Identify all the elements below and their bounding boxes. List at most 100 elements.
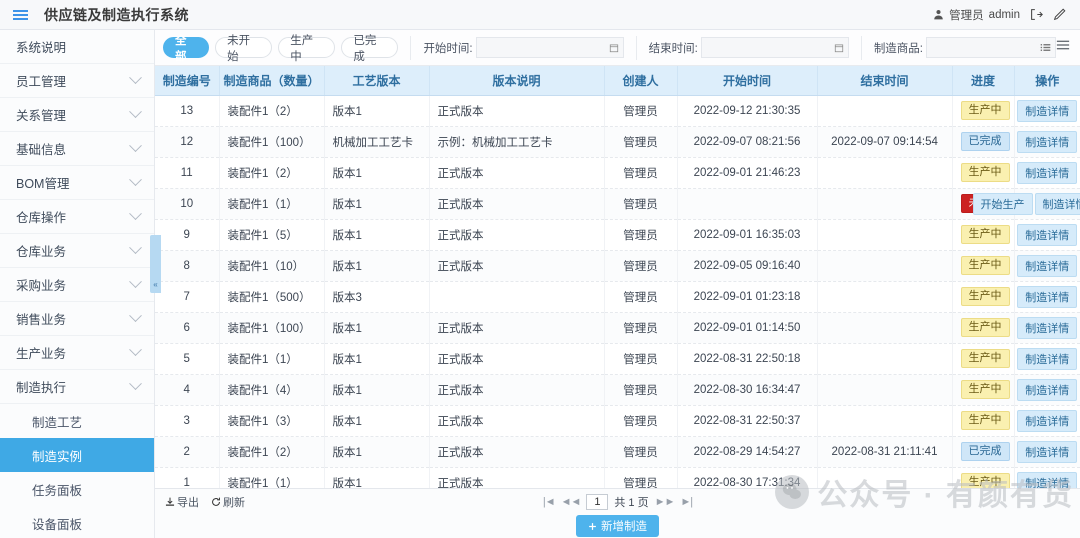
cell-product: 装配件1（2） [219, 157, 325, 189]
prev-page-icon[interactable]: ◄◄ [560, 495, 582, 508]
sidebar-collapse-handle[interactable]: « [150, 235, 161, 293]
action-button-0[interactable]: 开始生产 [972, 192, 1033, 215]
cell-end [817, 312, 953, 344]
column-header-8[interactable]: 操作 [1014, 66, 1080, 96]
first-page-icon[interactable]: |◄ [542, 495, 556, 508]
table-container[interactable]: 制造编号 制造商品（数量） 工艺版本 版本说明 创建人 开始时间 结束时间 进度 操作 13 装配… [155, 66, 1080, 524]
last-page-icon[interactable]: ►| [680, 495, 693, 508]
user-name: admin [988, 8, 1020, 21]
product-input[interactable] [926, 37, 1057, 58]
cell-actions: 制造详情 [1014, 374, 1080, 406]
start-time-input[interactable] [475, 37, 624, 58]
table-row[interactable]: 6 装配件1（100） 版本1 正式版本 管理员 2022-09-01 01:14:50 生… [155, 312, 1080, 344]
table-row[interactable]: 11 装配件1（2） 版本1 正式版本 管理员 2022-09-01 21:46:23 生产… [155, 157, 1080, 189]
sidebar-item-label: 员工管理 [16, 75, 67, 89]
action-button-0[interactable]: 制造详情 [1017, 223, 1078, 246]
action-button-0[interactable]: 制造详情 [1017, 440, 1078, 463]
status-filter-3[interactable]: 已完成 [341, 35, 399, 63]
status-badge: 生产中 [960, 256, 1010, 275]
column-header-4[interactable]: 创建人 [604, 66, 678, 96]
end-time-input[interactable] [700, 37, 849, 58]
column-header-3[interactable]: 版本说明 [429, 66, 605, 96]
cell-start: 2022-08-29 14:54:27 [677, 436, 818, 468]
cell-product: 装配件1（1） [219, 343, 325, 375]
export-button[interactable]: 导出 [165, 494, 199, 510]
sidebar-item-6[interactable]: 仓库业务 [0, 234, 154, 268]
refresh-button[interactable]: 刷新 [211, 494, 245, 510]
table-row[interactable]: 5 装配件1（1） 版本1 正式版本 管理员 2022-08-31 22:50:18 生产中… [155, 343, 1080, 375]
column-header-6[interactable]: 结束时间 [817, 66, 953, 96]
cell-process: 版本1 [324, 343, 430, 375]
cell-start: 2022-09-01 01:23:18 [677, 281, 818, 313]
calendar-icon[interactable] [609, 43, 619, 53]
table-row[interactable]: 7 装配件1（500） 版本3 管理员 2022-09-01 01:23:18 生产中 制造… [155, 281, 1080, 313]
action-button-0[interactable]: 制造详情 [1017, 161, 1078, 184]
action-button-0[interactable]: 制造详情 [1017, 409, 1078, 432]
page-number-input[interactable]: 1 [586, 493, 609, 510]
product-label: 制造商品: [873, 42, 924, 55]
column-header-2[interactable]: 工艺版本 [324, 66, 430, 96]
column-header-0[interactable]: 制造编号 [155, 66, 220, 96]
column-settings-icon[interactable] [1056, 38, 1080, 57]
pencil-icon[interactable] [1053, 8, 1066, 21]
main-content: 全部 未开始 生产中 已完成 开始时间: 结束时间: [155, 30, 1080, 538]
sidebar-item-12[interactable]: 制造实例 [0, 438, 154, 472]
table-row[interactable]: 2 装配件1（2） 版本1 正式版本 管理员 2022-08-29 14:54:27 202… [155, 436, 1080, 468]
action-button-0[interactable]: 制造详情 [1017, 316, 1078, 339]
sidebar-item-5[interactable]: 仓库操作 [0, 200, 154, 234]
cell-actions: 制造详情 [1014, 219, 1080, 251]
refresh-icon [211, 497, 221, 507]
status-filter-1[interactable]: 未开始 [215, 35, 273, 63]
sidebar-item-10[interactable]: 制造执行 [0, 370, 154, 404]
table-row[interactable]: 3 装配件1（3） 版本1 正式版本 管理员 2022-08-31 22:50:37 生产中… [155, 405, 1080, 437]
status-badge: 生产中 [960, 380, 1010, 399]
user-info[interactable]: 管理员 admin [933, 7, 1020, 23]
sidebar-item-label: 仓库业务 [16, 245, 67, 259]
sidebar-item-1[interactable]: 员工管理 [0, 64, 154, 98]
cell-creator: 管理员 [604, 157, 678, 189]
cell-status: 生产中 [952, 95, 1015, 127]
logout-icon[interactable] [1030, 8, 1043, 21]
column-header-5[interactable]: 开始时间 [677, 66, 818, 96]
sidebar-item-7[interactable]: 采购业务 [0, 268, 154, 302]
sidebar-item-9[interactable]: 生产业务 [0, 336, 154, 370]
sidebar-item-8[interactable]: 销售业务 [0, 302, 154, 336]
action-button-0[interactable]: 制造详情 [1017, 347, 1078, 370]
table-row[interactable]: 13 装配件1（2） 版本1 正式版本 管理员 2022-09-12 21:30:35 生产… [155, 95, 1080, 127]
cell-id: 5 [155, 343, 220, 375]
action-button-0[interactable]: 制造详情 [1017, 378, 1078, 401]
sidebar-item-4[interactable]: BOM管理 [0, 166, 154, 200]
bottom-action-row: 新增制造 [155, 514, 1080, 538]
action-button-0[interactable]: 制造详情 [1017, 99, 1078, 122]
table-row[interactable]: 4 装配件1（4） 版本1 正式版本 管理员 2022-08-30 16:34:47 生产中… [155, 374, 1080, 406]
table-row[interactable]: 8 装配件1（10） 版本1 正式版本 管理员 2022-09-05 09:16:40 生产… [155, 250, 1080, 282]
column-header-7[interactable]: 进度 [952, 66, 1015, 96]
action-button-1[interactable]: 制造详情 [1034, 192, 1080, 215]
action-button-0[interactable]: 制造详情 [1017, 254, 1078, 277]
next-page-icon[interactable]: ►► [654, 495, 676, 508]
sidebar-item-11[interactable]: 制造工艺 [0, 404, 154, 438]
action-button-0[interactable]: 制造详情 [1017, 130, 1078, 153]
sidebar-item-label: 关系管理 [16, 109, 67, 123]
chevron-down-icon [129, 275, 142, 289]
add-manufacture-button[interactable]: 新增制造 [576, 515, 659, 537]
list-icon[interactable] [1040, 42, 1051, 53]
hamburger-icon[interactable] [0, 0, 40, 30]
calendar-icon[interactable] [834, 43, 844, 53]
action-button-0[interactable]: 制造详情 [1017, 285, 1078, 308]
sidebar-item-13[interactable]: 任务面板 [0, 472, 154, 506]
cell-id: 6 [155, 312, 220, 344]
table-row[interactable]: 9 装配件1（5） 版本1 正式版本 管理员 2022-09-01 16:35:03 生产中… [155, 219, 1080, 251]
cell-desc: 正式版本 [429, 219, 605, 251]
cell-creator: 管理员 [604, 126, 678, 158]
status-filter-2[interactable]: 生产中 [278, 35, 336, 63]
cell-product: 装配件1（100） [219, 312, 325, 344]
sidebar-item-3[interactable]: 基础信息 [0, 132, 154, 166]
column-header-1[interactable]: 制造商品（数量） [219, 66, 325, 96]
status-filter-0[interactable]: 全部 [163, 35, 210, 63]
sidebar-item-2[interactable]: 关系管理 [0, 98, 154, 132]
sidebar-item-0[interactable]: 系统说明 [0, 30, 154, 64]
sidebar-item-14[interactable]: 设备面板 [0, 506, 154, 538]
table-row[interactable]: 12 装配件1（100） 机械加工工艺卡 示例：机械加工工艺卡 管理员 2022-09-0… [155, 126, 1080, 158]
